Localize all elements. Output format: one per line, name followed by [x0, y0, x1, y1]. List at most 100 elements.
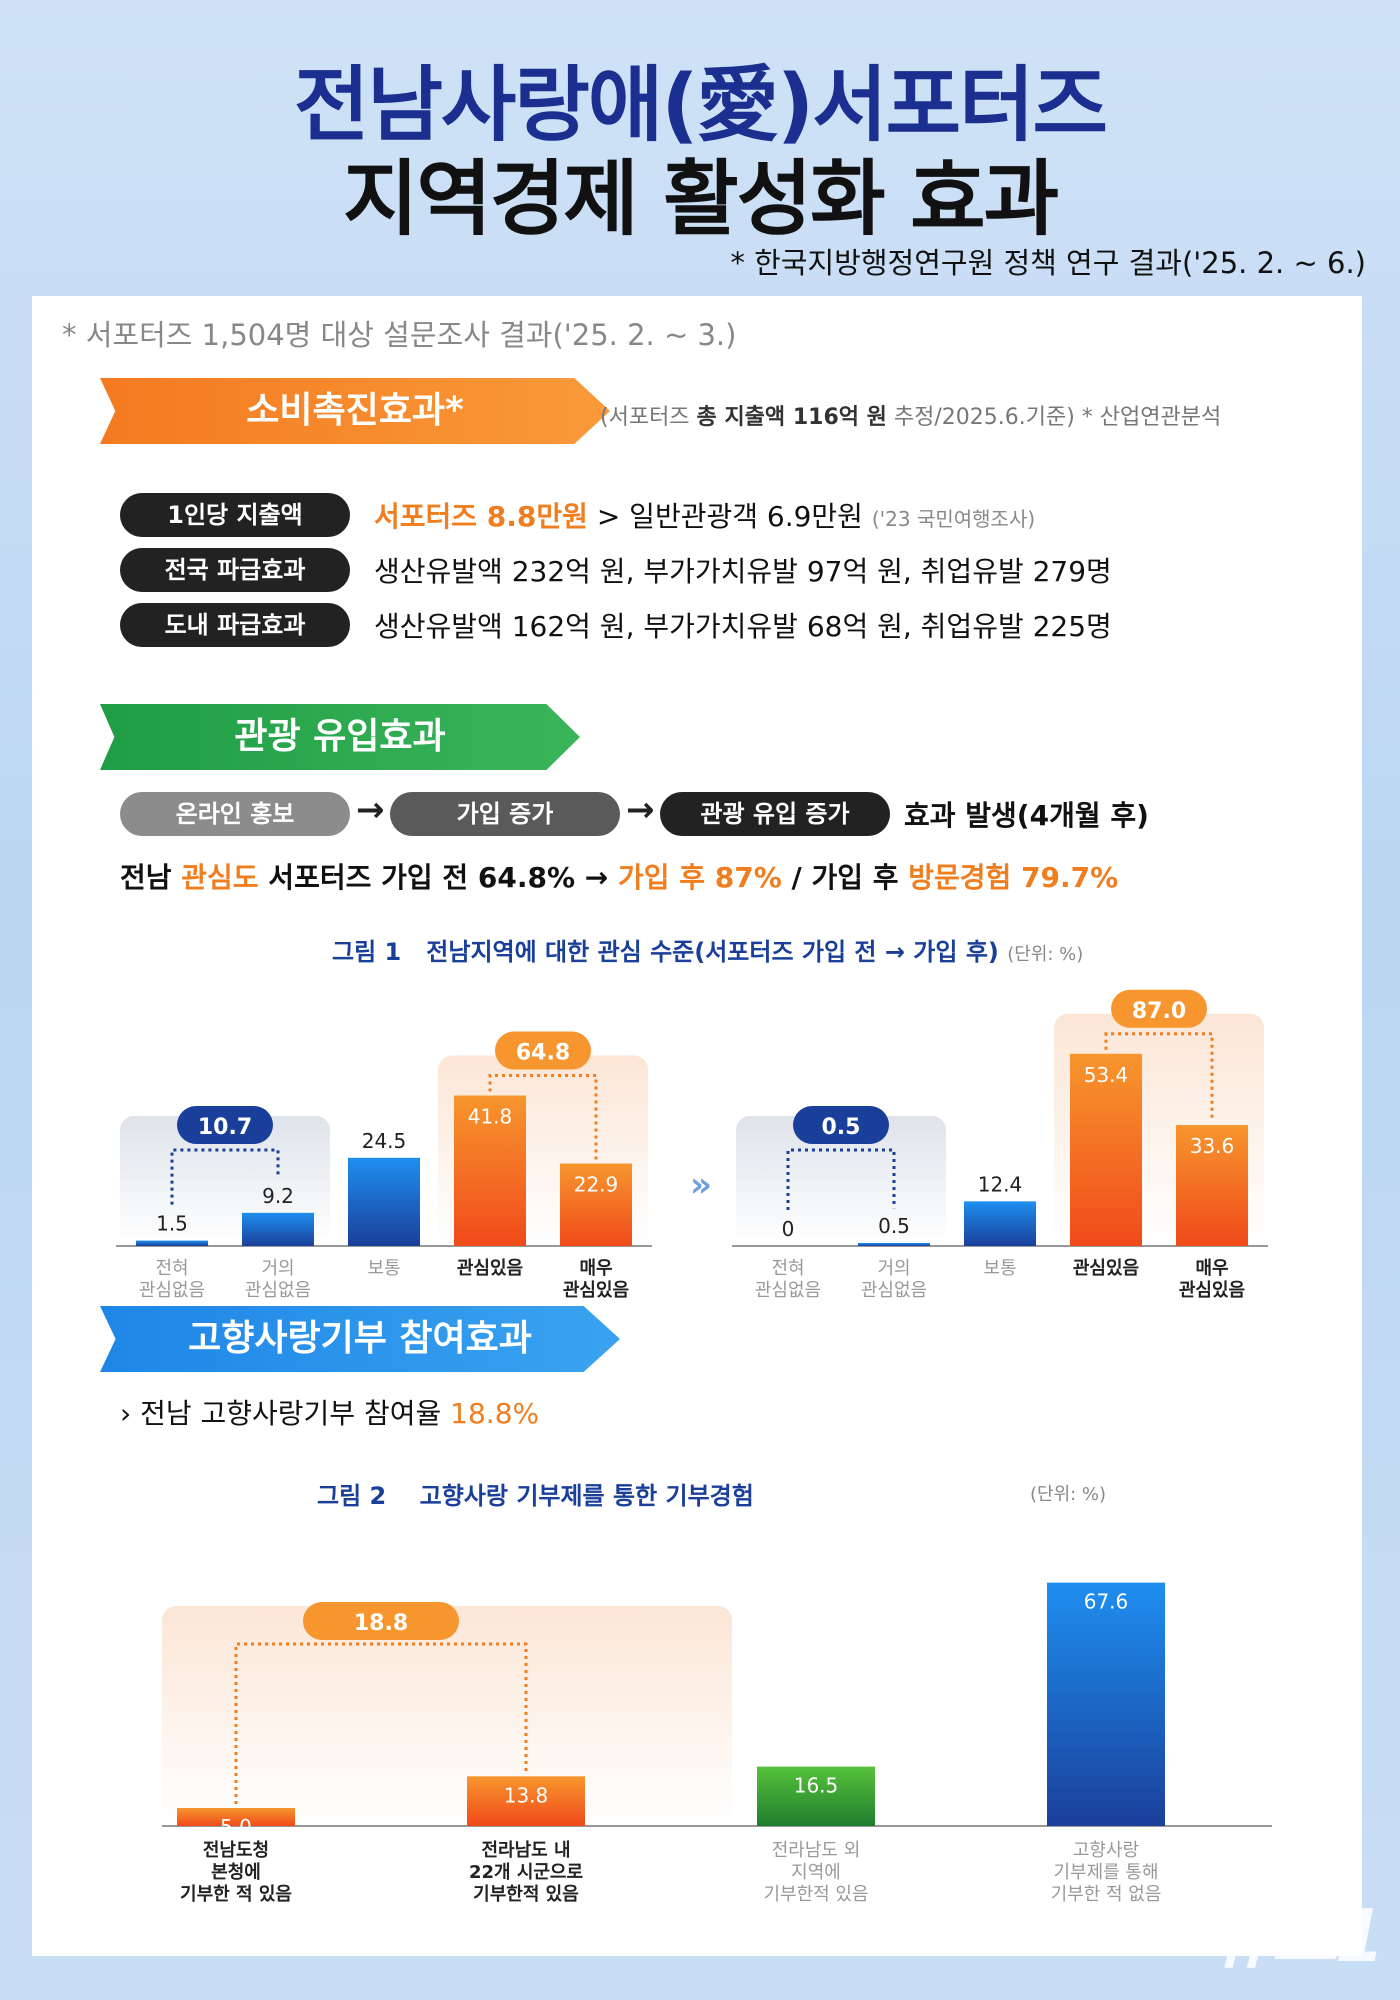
category-label: 전라남도 내: [481, 1840, 570, 1861]
bar-value-label: 13.8: [504, 1783, 549, 1807]
category-label: 전라남도 외: [772, 1840, 861, 1861]
bar-value-label: 24.5: [362, 1129, 407, 1153]
category-label: 전혀: [155, 1258, 188, 1279]
survey-note: * 서포터즈 1,504명 대상 설문조사 결과('25. 2. ~ 3.): [62, 318, 737, 352]
content-card: * 서포터즈 1,504명 대상 설문조사 결과('25. 2. ~ 3.) 소…: [32, 296, 1362, 1956]
category-label: 관심있음: [1073, 1258, 1139, 1279]
bar-0-0: [136, 1240, 208, 1246]
flow-arrow-1: →: [356, 790, 385, 830]
category-label: 고향사랑: [1073, 1840, 1139, 1861]
per-capita-text: 서포터즈 8.8만원 > 일반관광객 6.9만원 ('23 국민여행조사): [374, 500, 1036, 533]
bar-0-2: [348, 1157, 420, 1246]
low-group-bracket: [170, 1148, 280, 1205]
consumption-note: (서포터즈 총 지출액 116억 원 추정/2025.6.기준) * 산업연관분…: [600, 405, 1222, 430]
category-label: 관심있음: [563, 1280, 629, 1301]
page-title-line1: 전남사랑애(愛)서포터즈: [294, 58, 1108, 153]
tourism-banner: 관광 유입효과: [100, 704, 580, 770]
bar-value-label: 0: [782, 1217, 795, 1241]
bar-value-label: 1.5: [156, 1212, 188, 1236]
figure1-plot: 1.5전혀관심없음9.2거의관심없음24.5보통41.8관심있음22.9매우관심…: [116, 989, 1268, 1301]
pill-per-capita: 1인당 지출액: [120, 493, 350, 537]
category-label: 관심없음: [245, 1280, 311, 1301]
category-label: 기부한적 있음: [763, 1884, 868, 1905]
low-group-total: 0.5: [822, 1115, 861, 1140]
category-label: 매우: [1195, 1258, 1228, 1279]
figure1-chart: 1.5전혀관심없음9.2거의관심없음24.5보통41.8관심있음22.9매우관심…: [116, 989, 1268, 1301]
category-label: 기부한 적 없음: [1051, 1884, 1162, 1905]
category-label: 22개 시군으로: [469, 1862, 583, 1883]
category-label: 기부한적 있음: [473, 1884, 579, 1905]
category-label: 매우: [579, 1258, 612, 1279]
figure2-unit: (단위: %): [1030, 1484, 1107, 1505]
figure2-title: 그림 2 고향사랑 기부제를 통한 기부경험: [317, 1482, 754, 1510]
bar-0-3: [454, 1095, 526, 1246]
donation-bar-1: [467, 1776, 585, 1826]
category-label: 전남도청: [203, 1840, 269, 1861]
watermark-logo: 뉴스1: [1208, 1894, 1385, 1978]
high-group-total: 87.0: [1132, 999, 1186, 1024]
category-label: 보통: [367, 1258, 400, 1279]
page-title-line2: 지역경제 활성화 효과: [342, 152, 1059, 247]
category-label: 지역에: [791, 1862, 841, 1883]
interest-stat: 전남 관심도 서포터즈 가입 전 64.8% → 가입 후 87% / 가입 후…: [120, 861, 1119, 894]
province-effect-text: 생산유발액 162억 원, 부가가치유발 68억 원, 취업유발 225명: [374, 610, 1112, 643]
high-group-bracket: [488, 1074, 598, 1160]
category-label: 거의: [877, 1258, 910, 1279]
high-group-bracket: [1104, 1032, 1214, 1122]
bar-1-3: [1070, 1053, 1142, 1246]
low-group-total: 10.7: [198, 1115, 252, 1140]
flow-arrow-2: →: [626, 790, 655, 830]
figure2-label: 그림 2: [317, 1482, 387, 1510]
bar-value-label: 53.4: [1084, 1063, 1129, 1087]
svg-text:»: »: [690, 1165, 712, 1205]
source-note: * 한국지방행정연구원 정책 연구 결과('25. 2. ~ 6.): [730, 246, 1366, 280]
category-label: 전혀: [771, 1258, 804, 1279]
donation-bar-0: [177, 1808, 295, 1826]
figure1-transition-icon: »: [690, 1165, 712, 1205]
flow-tourism-increase: 관광 유입 증가: [660, 792, 890, 836]
low-interest-panel: [736, 1116, 946, 1246]
category-label: 관심없음: [139, 1280, 205, 1301]
bar-value-label: 0.5: [878, 1214, 910, 1238]
figure1-label: 그림 1: [332, 938, 402, 966]
category-label: 관심있음: [457, 1258, 523, 1279]
consumption-banner: 소비촉진효과*: [100, 378, 610, 444]
flow-online-promo: 온라인 홍보: [120, 792, 350, 836]
category-label: 관심없음: [861, 1280, 927, 1301]
donation-stat: › 전남 고향사랑기부 참여율 18.8%: [120, 1397, 540, 1430]
low-group-badge: [177, 1106, 273, 1144]
figure1-title: 그림 1 전남지역에 대한 관심 수준(서포터즈 가입 전 → 가입 후) (단…: [332, 938, 1084, 966]
donation-bar-3: [1047, 1582, 1165, 1826]
bar-1-2: [964, 1201, 1036, 1246]
donation-group-badge: [303, 1602, 459, 1640]
donation-group-total: 18.8: [354, 1611, 408, 1636]
bar-value-label: 5.0: [220, 1815, 252, 1839]
donation-group-bracket: [234, 1642, 528, 1804]
category-label: 기부한 적 있음: [180, 1884, 292, 1905]
category-label: 관심없음: [755, 1280, 821, 1301]
category-label: 기부제를 통해: [1053, 1862, 1158, 1883]
bar-value-label: 33.6: [1190, 1134, 1235, 1158]
bar-0-4: [560, 1163, 632, 1246]
bar-value-label: 12.4: [978, 1172, 1023, 1196]
donation-bar-2: [757, 1766, 875, 1826]
bar-value-label: 9.2: [262, 1184, 294, 1208]
pill-national-effect: 전국 파급효과: [120, 548, 350, 592]
flow-result: 효과 발생(4개월 후): [904, 799, 1149, 832]
donation-panel: [162, 1606, 732, 1826]
bar-1-1: [858, 1243, 930, 1246]
bar-1-4: [1176, 1125, 1248, 1246]
bar-value-label: 67.6: [1084, 1590, 1129, 1614]
flow-signup-increase: 가입 증가: [390, 792, 620, 836]
national-effect-text: 생산유발액 232억 원, 부가가치유발 97억 원, 취업유발 279명: [374, 555, 1112, 588]
donation-banner: 고향사랑기부 참여효과: [100, 1306, 620, 1372]
pill-province-effect: 도내 파급효과: [120, 603, 350, 647]
low-group-badge: [793, 1106, 889, 1144]
bar-value-label: 41.8: [468, 1105, 513, 1129]
figure1-unit: (단위: %): [1007, 944, 1084, 965]
category-label: 보통: [983, 1258, 1016, 1279]
bar-value-label: 16.5: [794, 1774, 839, 1798]
category-label: 관심있음: [1179, 1280, 1245, 1301]
